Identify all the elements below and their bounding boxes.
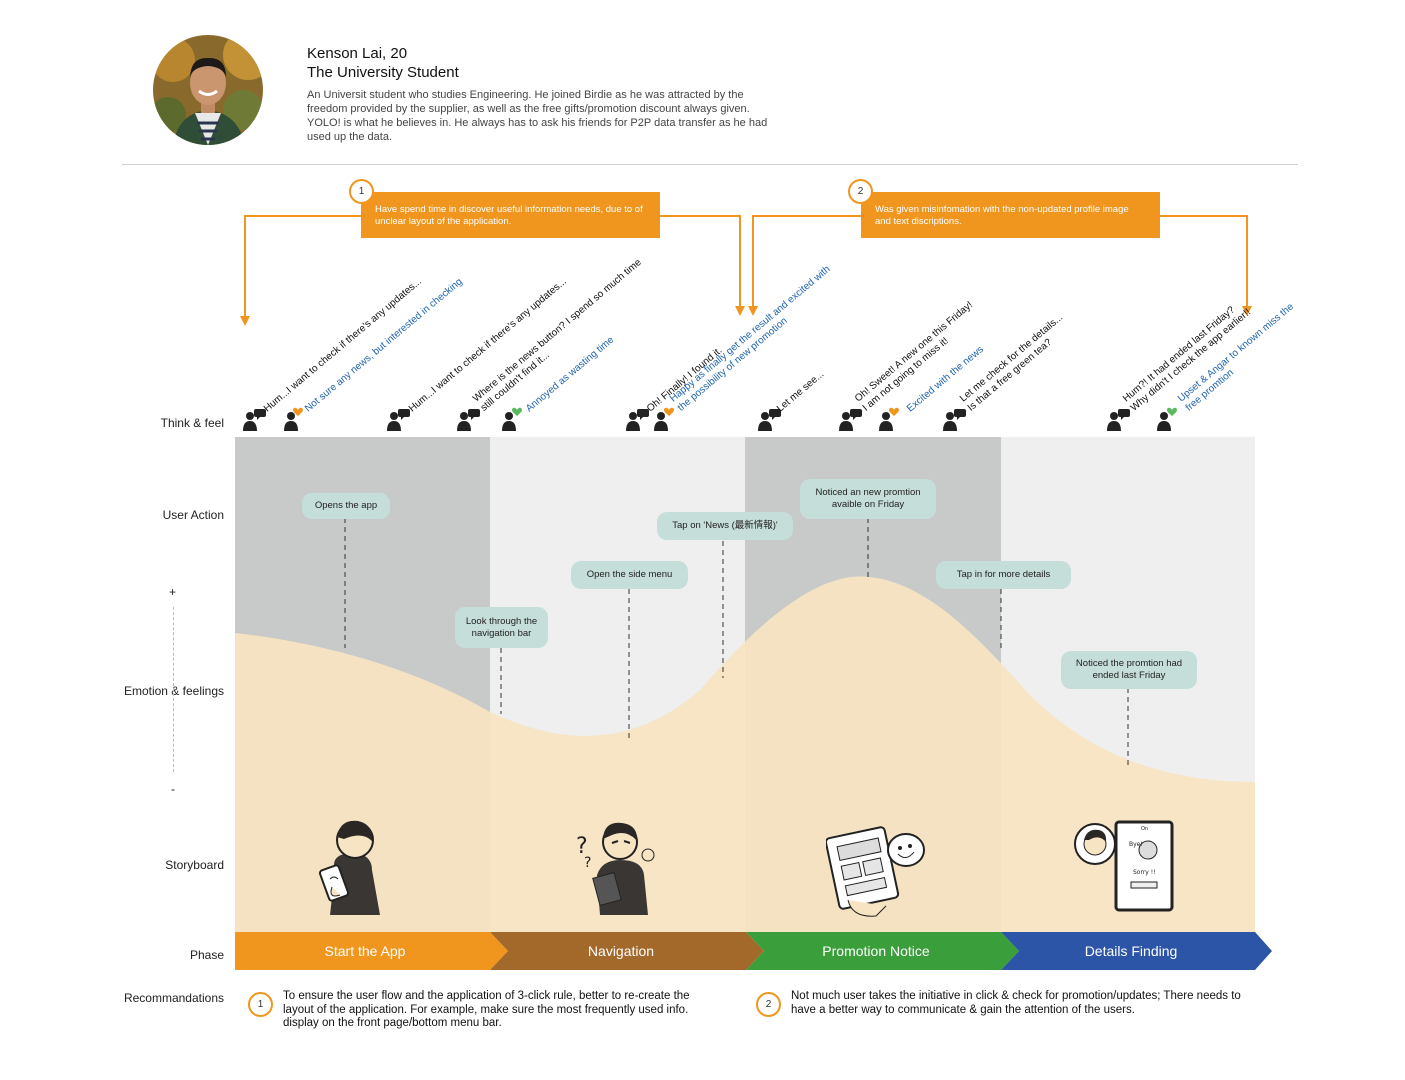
svg-text:?: ?	[584, 855, 591, 871]
pain-point-2-number: 2	[848, 179, 873, 204]
row-label-think-feel: Think & feel	[160, 416, 224, 430]
person-icon	[758, 409, 781, 431]
person-icon	[387, 409, 410, 431]
storyboard-navigation-illustration: ? ?	[576, 822, 655, 915]
pain-point-2-text: Was given misinfomation with the non-upd…	[875, 204, 1129, 227]
person-icon	[284, 407, 303, 431]
persona-name: Kenson Lai, 20	[307, 45, 408, 62]
phase-start-shape	[235, 932, 508, 970]
storyboard-details-illustration: Bye! Sorry !! On	[1074, 820, 1174, 912]
action-tap-news: Tap on 'News (最新情報)'	[657, 512, 793, 540]
pain-point-connectors	[240, 215, 1252, 326]
svg-text:?: ?	[576, 834, 588, 859]
phase-start-label: Start the App	[324, 943, 406, 959]
svg-text:Sorry !!: Sorry !!	[1133, 869, 1156, 876]
pain-point-2: Was given misinfomation with the non-upd…	[861, 192, 1160, 238]
row-label-minus: -	[171, 782, 175, 796]
persona-role: The University Student	[307, 64, 459, 81]
storyboard-promotion-illustration	[826, 826, 925, 917]
recommendation-1-text: To ensure the user flow and the applicat…	[283, 990, 690, 1029]
phase-promotion-shape	[746, 932, 1019, 970]
header-divider	[122, 164, 1298, 165]
person-icon	[943, 409, 966, 431]
recommendation-2-number: 2	[756, 992, 781, 1017]
person-icon	[879, 407, 899, 431]
emotion-axis	[173, 607, 174, 772]
action-noticed-promotion: Noticed an new promtion avaible on Frida…	[800, 479, 936, 519]
row-label-user-action: User Action	[162, 508, 224, 522]
phase-navigation-label: Navigation	[587, 943, 655, 959]
person-icon	[839, 409, 862, 431]
persona-description: An Universit student who studies Enginee…	[307, 89, 768, 143]
phase-ribbon	[235, 932, 1272, 970]
svg-text:On: On	[1141, 826, 1148, 832]
svg-text:Bye!: Bye!	[1129, 841, 1143, 848]
action-open-side-menu: Open the side menu	[571, 561, 688, 589]
storyboard-start-illustration	[318, 820, 380, 915]
phase-promotion-label: Promotion Notice	[822, 943, 930, 959]
pain-point-1: Have spend time in discover useful infor…	[361, 192, 660, 238]
person-icon	[1157, 407, 1177, 431]
recommendation-1-number: 1	[248, 992, 273, 1017]
action-opens-app: Opens the app	[302, 493, 390, 519]
person-icon	[1107, 409, 1130, 431]
row-label-storyboard: Storyboard	[165, 858, 224, 872]
person-icon	[502, 407, 522, 431]
action-tap-details: Tap in for more details	[936, 561, 1071, 589]
emotion-curve	[235, 576, 1255, 932]
action-noticed-ended: Noticed the promtion had ended last Frid…	[1061, 651, 1197, 689]
row-label-recommendations: Recommandations	[123, 991, 224, 1005]
pain-point-1-text: Have spend time in discover useful infor…	[375, 204, 643, 227]
person-icon	[457, 409, 480, 431]
row-label-phase: Phase	[189, 948, 224, 962]
person-icon	[243, 409, 266, 431]
phase-details-label: Details Finding	[1084, 943, 1178, 959]
pain-point-1-number: 1	[349, 179, 374, 204]
phase-details-shape	[1001, 932, 1272, 970]
row-label-plus: +	[169, 585, 177, 599]
action-look-navigation: Look through the navigation bar	[455, 607, 548, 648]
person-icon	[626, 409, 649, 431]
phase-navigation-shape	[490, 932, 764, 970]
recommendation-2-text: Not much user takes the initiative in cl…	[791, 990, 1241, 1016]
